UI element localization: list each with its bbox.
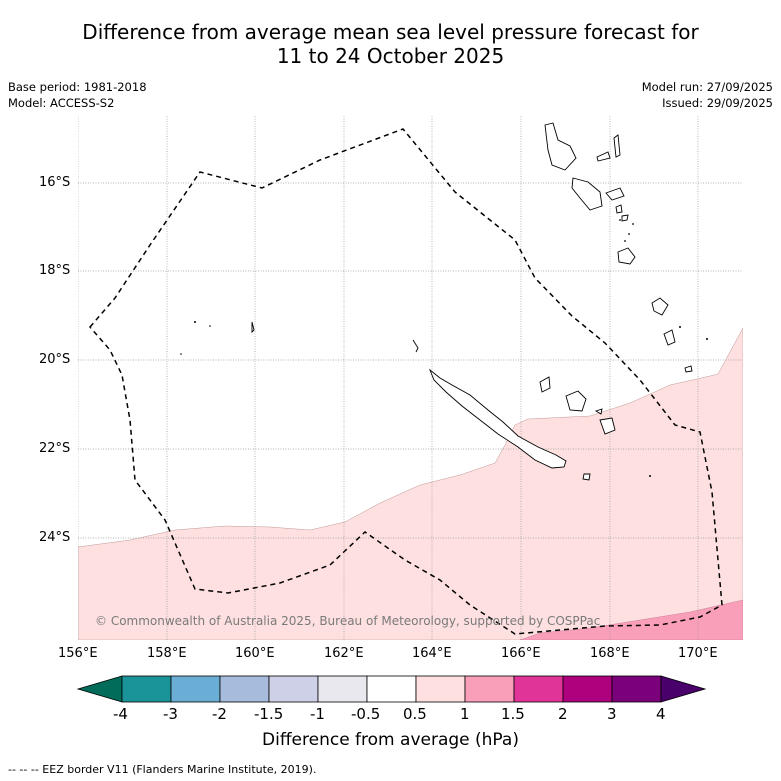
colorbar-segment-6: [415, 675, 466, 703]
ambrym-island: [605, 187, 625, 201]
islet: [194, 321, 196, 323]
shading-0.5-1: [78, 327, 743, 640]
cb-tick-2: -2: [212, 705, 227, 723]
model-run: Model run: 27/09/2025: [641, 80, 773, 94]
islet: [624, 240, 626, 242]
model-name: Model: ACCESS-S2: [8, 96, 115, 110]
epi-island: [615, 204, 623, 214]
lon-label-170e: 170°E: [678, 646, 718, 661]
maewo-island: [613, 134, 621, 158]
graticule: [78, 116, 743, 640]
lat-label-20s: 20°S: [39, 352, 71, 367]
colorbar-segment-3: [268, 675, 319, 703]
islet: [706, 338, 708, 340]
cb-tick-11: 4: [656, 705, 666, 723]
cb-tick-10: 3: [607, 705, 617, 723]
colorbar-segment-2: [219, 675, 270, 703]
lon-label-168e: 168°E: [590, 646, 630, 661]
eez-border: [89, 128, 723, 635]
cb-tick-4: -1: [310, 705, 325, 723]
colorbar-over-arrow: [660, 675, 707, 703]
cb-tick-6: 0.5: [403, 705, 427, 723]
colorbar-segment-5: [366, 675, 417, 703]
cb-tick-7: 1: [460, 705, 470, 723]
colorbar: [76, 675, 707, 703]
lon-label-158e: 158°E: [147, 646, 187, 661]
meta-right: Model run: 27/09/2025 Issued: 29/09/2025: [642, 79, 773, 111]
islet: [679, 326, 681, 328]
colorbar-segment-4: [317, 675, 368, 703]
islet: [619, 219, 621, 221]
walpole-island: [649, 475, 651, 477]
new-caledonia-island: [428, 368, 567, 469]
cb-tick-8: 1.5: [501, 705, 525, 723]
islet: [628, 233, 630, 235]
cb-tick-0: -4: [113, 705, 128, 723]
cb-tick-5: -0.5: [351, 705, 381, 723]
lat-label-18s: 18°S: [39, 263, 71, 278]
title-line-2: 11 to 24 October 2025: [276, 44, 505, 68]
lat-label-16s: 16°S: [39, 175, 71, 190]
cb-tick-1: -3: [163, 705, 178, 723]
shading-1-1.5: [519, 599, 743, 640]
title-line-1: Difference from average mean sea level p…: [82, 20, 699, 44]
map-area: [78, 116, 743, 640]
mare-island: [599, 417, 616, 435]
erromango-island: [651, 297, 669, 316]
copyright-notice: © Commonwealth of Australia 2025, Bureau…: [95, 614, 601, 628]
islet: [180, 353, 182, 355]
tiga-island: [594, 408, 603, 415]
colorbar-segment-1: [170, 675, 221, 703]
colorbar-segment-9: [562, 675, 613, 703]
shepherd-islands: [621, 214, 629, 222]
islet: [209, 325, 211, 327]
belep-island: [412, 339, 419, 353]
lon-label-166e: 166°E: [501, 646, 541, 661]
malakula-island: [571, 177, 603, 211]
islet: [632, 223, 634, 225]
espiritu-santo-island: [544, 122, 577, 171]
efate-island: [617, 247, 636, 265]
chesterfield-islet: [251, 321, 255, 334]
cb-tick-9: 2: [558, 705, 568, 723]
colorbar-segment-7: [464, 675, 515, 703]
lon-label-164e: 164°E: [412, 646, 452, 661]
cb-tick-3: -1.5: [254, 705, 284, 723]
colorbar-label: Difference from average (hPa): [262, 730, 519, 750]
ouvea-island: [539, 376, 551, 393]
malo-island: [596, 151, 611, 162]
colorbar-segment-10: [611, 675, 662, 703]
aneityum-island: [684, 365, 693, 373]
lifou-island: [565, 390, 587, 412]
base-period: Base period: 1981-2018: [8, 80, 147, 94]
colorbar-under-arrow: [76, 675, 123, 703]
lon-label-162e: 162°E: [324, 646, 364, 661]
colorbar-segment-8: [513, 675, 564, 703]
issued-date: Issued: 29/09/2025: [662, 96, 773, 110]
colorbar-segment-0: [121, 675, 172, 703]
lon-label-160e: 160°E: [235, 646, 275, 661]
lat-label-22s: 22°S: [39, 441, 71, 456]
eez-legend: -- -- -- EEZ border V11 (Flanders Marine…: [8, 763, 317, 776]
isle-of-pines: [582, 473, 591, 481]
lat-label-24s: 24°S: [39, 530, 71, 545]
meta-left: Base period: 1981-2018 Model: ACCESS-S2: [8, 79, 147, 111]
lon-label-156e: 156°E: [58, 646, 98, 661]
tanna-island: [663, 329, 676, 346]
